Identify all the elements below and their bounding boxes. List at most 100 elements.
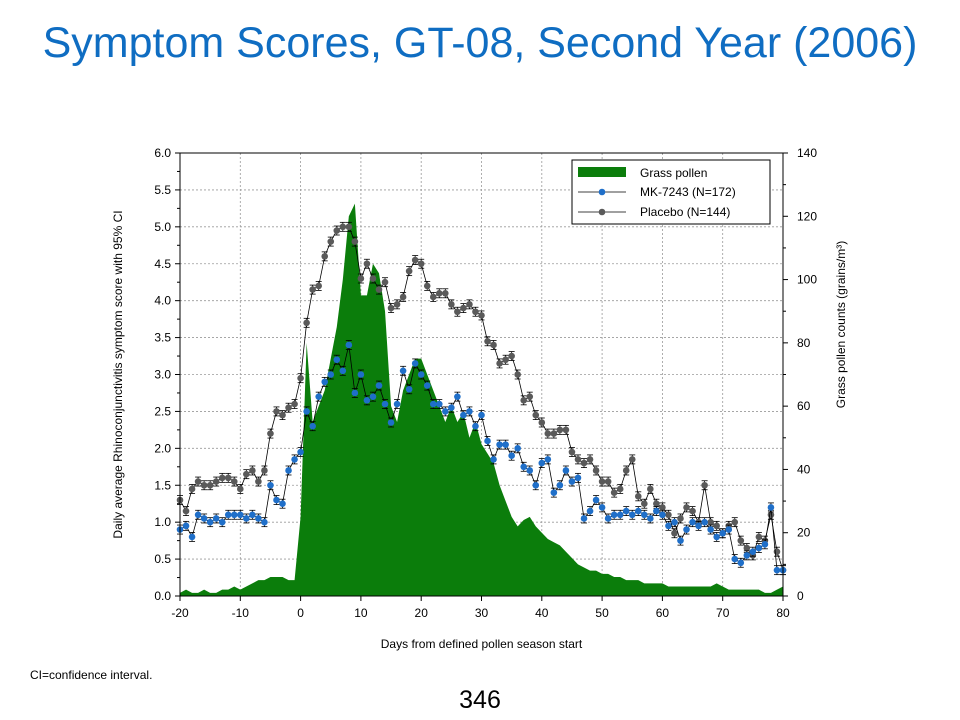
placebo-point xyxy=(707,518,714,526)
placebo-point xyxy=(442,289,449,297)
mk-7243-series xyxy=(176,340,787,576)
mk-7243-point xyxy=(628,511,636,519)
mk-7243-point xyxy=(514,445,521,452)
mk-7243-point xyxy=(333,356,341,364)
mk-7243-point xyxy=(580,515,588,522)
mk-7243-point xyxy=(562,467,570,474)
mk-7243-point xyxy=(182,522,190,530)
placebo-point xyxy=(255,478,262,485)
placebo-point xyxy=(580,459,588,467)
placebo-point xyxy=(628,456,636,463)
mk-7243-point xyxy=(484,437,491,445)
mk-7243-point xyxy=(677,537,684,544)
placebo-point xyxy=(634,493,642,500)
x-tick-label: 40 xyxy=(535,606,549,620)
mk-7243-point xyxy=(212,515,220,522)
page-number: 346 xyxy=(459,686,501,714)
placebo-point xyxy=(448,301,455,308)
series-lines-layer xyxy=(176,221,787,576)
placebo-point xyxy=(261,467,268,474)
mk-7243-point xyxy=(610,511,618,519)
placebo-point xyxy=(496,360,503,367)
placebo-point xyxy=(369,275,377,282)
mk-7243-point xyxy=(526,467,534,474)
mk-7243-point xyxy=(224,511,232,519)
mk-7243-point xyxy=(544,456,552,463)
placebo-point xyxy=(743,544,751,552)
y-tick-label: 2.5 xyxy=(154,404,171,418)
mk-7243-point xyxy=(749,548,757,555)
placebo-point xyxy=(508,352,515,360)
placebo-point xyxy=(713,522,720,530)
y2-tick-label: 80 xyxy=(797,336,811,350)
mk-7243-point xyxy=(273,496,280,504)
placebo-point xyxy=(544,430,552,437)
x-tick-label: 50 xyxy=(595,606,609,620)
mk-7243-point xyxy=(671,518,678,526)
placebo-point xyxy=(218,474,226,482)
placebo-point xyxy=(520,397,528,404)
mk-7243-point xyxy=(243,515,250,522)
placebo-point xyxy=(562,426,570,434)
mk-7243-point xyxy=(405,385,413,393)
placebo-point xyxy=(291,400,298,408)
mk-7243-point xyxy=(713,533,720,541)
mk-7243-point xyxy=(194,511,202,519)
y-tick-label: 6.0 xyxy=(154,146,171,160)
placebo-point xyxy=(375,286,383,293)
y2-tick-label: 0 xyxy=(797,589,804,603)
mk-7243-point xyxy=(538,459,546,467)
placebo-point xyxy=(327,238,335,245)
mk-7243-point xyxy=(665,522,672,530)
placebo-point xyxy=(592,467,600,474)
mk-7243-point xyxy=(719,529,726,537)
legend-marker-mk-7243 xyxy=(598,188,606,196)
mk-7243-point xyxy=(647,515,654,522)
mk-7243-point xyxy=(188,533,196,541)
y-tick-label: 2.0 xyxy=(154,441,171,455)
placebo-point xyxy=(466,301,473,308)
x-tick-label: 30 xyxy=(475,606,489,620)
placebo-point xyxy=(243,470,250,478)
y-tick-label: 0.0 xyxy=(154,589,171,603)
placebo-point xyxy=(568,448,576,456)
placebo-point xyxy=(454,308,461,316)
placebo-point xyxy=(357,275,365,282)
placebo-point xyxy=(411,256,419,264)
placebo-point xyxy=(200,481,208,489)
mk-7243-point xyxy=(375,382,383,389)
placebo-point xyxy=(224,474,232,482)
y-axis-title: Daily average Rhinoconjunctivitis sympto… xyxy=(111,210,125,538)
mk-7243-point xyxy=(574,474,582,482)
placebo-point xyxy=(429,293,437,301)
mk-7243-point xyxy=(622,507,630,515)
placebo-point xyxy=(526,393,534,400)
placebo-point xyxy=(267,430,274,437)
slide-title: Symptom Scores, GT-08, Second Year (2006… xyxy=(42,19,918,67)
mk-7243-point xyxy=(701,518,708,526)
mk-7243-point xyxy=(472,422,479,430)
mk-7243-point xyxy=(496,441,503,448)
placebo-point xyxy=(647,485,654,493)
mk-7243-point xyxy=(689,518,696,526)
grass-pollen-area-layer xyxy=(180,203,783,596)
mk-7243-point xyxy=(550,489,558,496)
mk-7243-point xyxy=(417,371,425,378)
placebo-point xyxy=(212,478,220,485)
placebo-point xyxy=(381,278,389,286)
mk-7243-point xyxy=(230,511,238,519)
mk-7243-point xyxy=(387,419,395,426)
placebo-point xyxy=(321,253,329,260)
placebo-point xyxy=(472,308,479,316)
mk-7243-point xyxy=(339,367,347,375)
mk-7243-point xyxy=(393,400,401,408)
placebo-point xyxy=(285,404,292,412)
mk-7243-point xyxy=(773,566,781,574)
mk-7243-point xyxy=(303,408,310,415)
placebo-point xyxy=(484,337,491,345)
placebo-point xyxy=(279,411,286,419)
mk-7243-point xyxy=(683,526,690,533)
mk-7243-point xyxy=(598,504,606,511)
axes-ticks: -20 -10 0 10 20 30 40 50 60 70 80 0.0 0.5 1.0 1.5 2.0 2.… xyxy=(154,146,817,620)
y-tick-label: 3.0 xyxy=(154,368,171,382)
